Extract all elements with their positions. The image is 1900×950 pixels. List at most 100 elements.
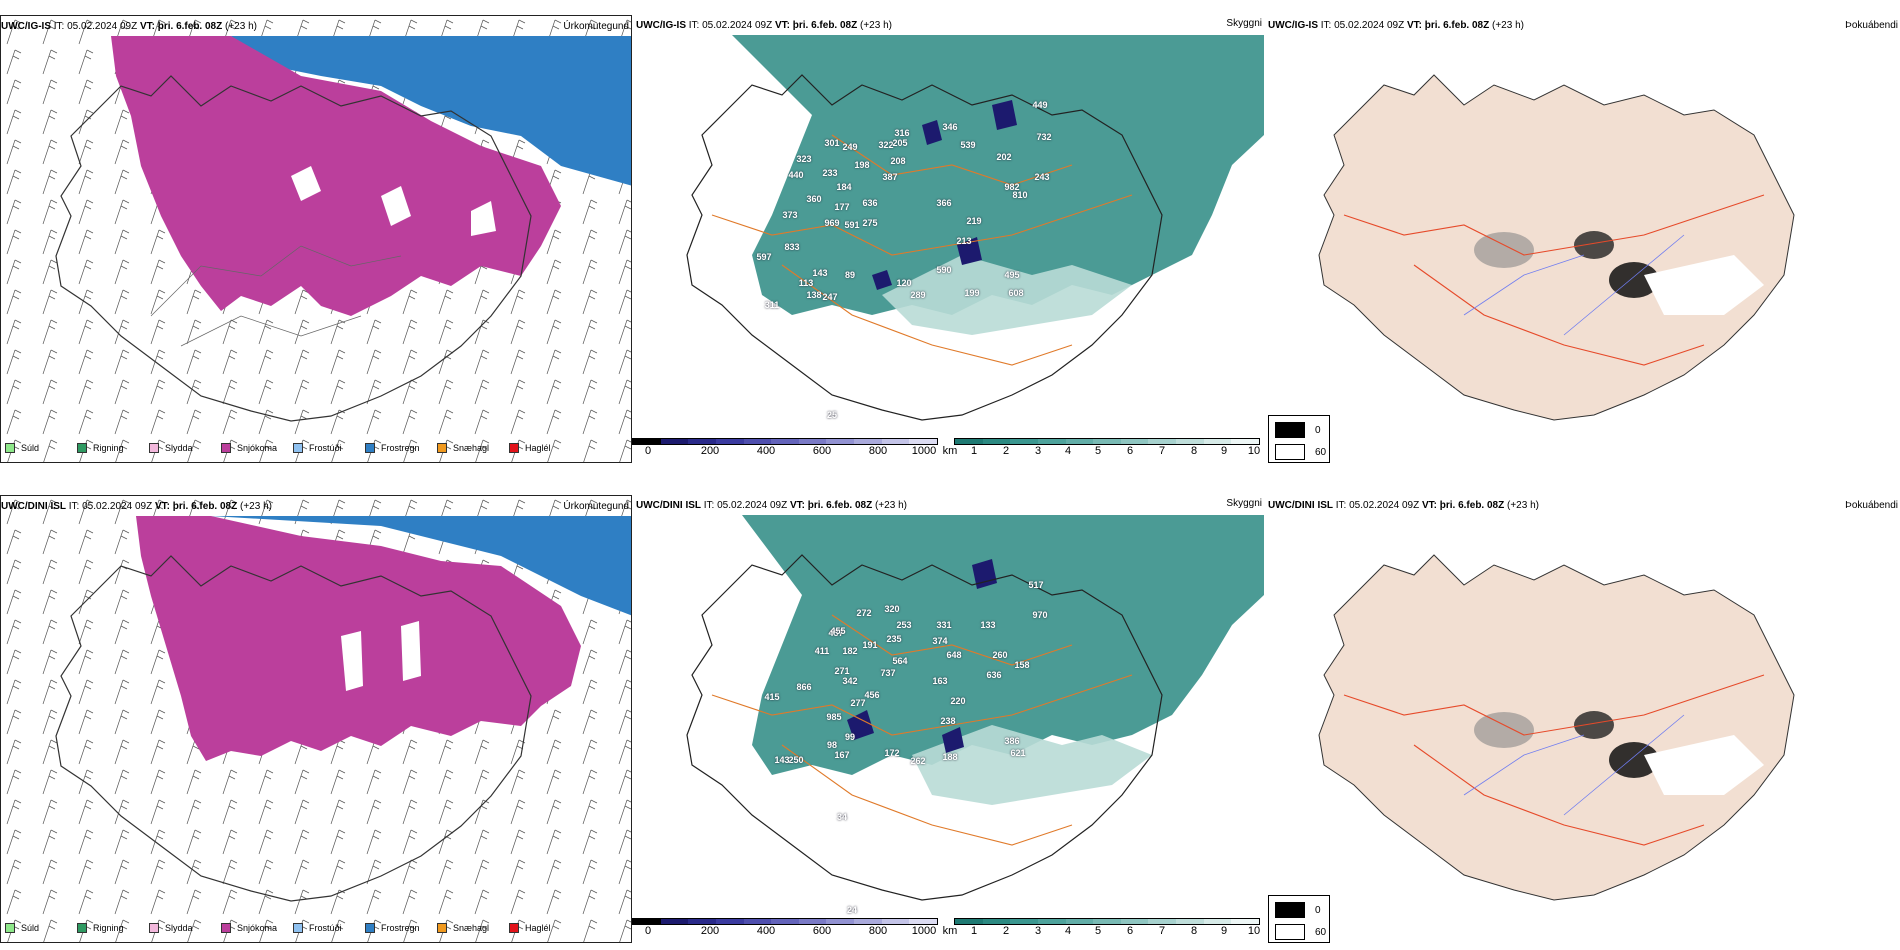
legend-swatch (437, 443, 447, 453)
elevation-label: 275 (862, 218, 878, 228)
visibility-colorbar: km 1 2 3 4 5 6 7 8 9 10 (942, 918, 1261, 937)
elevation-label: 411 (814, 646, 830, 656)
fog-legend-high: 60 (1275, 444, 1329, 460)
colorbar-strip (632, 438, 938, 445)
precip-legend: Súld Rigning Slydda Snjókoma Frostúði Fr… (5, 923, 581, 933)
legend-item: Súld (5, 443, 77, 453)
elevation-label: 985 (826, 712, 842, 722)
freezing-rain-area (211, 516, 631, 616)
rivers (1463, 714, 1685, 816)
elevation-label: 188 (942, 752, 958, 762)
elevation-label: 247 (822, 292, 838, 302)
iceland-outline (686, 74, 1163, 421)
roads (1343, 194, 1765, 366)
legend-swatch (149, 923, 159, 933)
elevation-label: 322 (878, 140, 894, 150)
elevation-label: 866 (796, 682, 812, 692)
elevation-colorbar: m 0 200 400 600 800 1000 (632, 438, 938, 457)
rivers (1463, 234, 1685, 336)
elevation-label: 621 (1010, 748, 1026, 758)
elevation-label: 440 (788, 170, 804, 180)
roads (711, 614, 1133, 846)
panel-title: UWC/DINI ISL IT: 05.02.2024 09Z VT: þri.… (1, 501, 272, 512)
visibility-map-1 (686, 35, 1264, 421)
precip-map-1 (1, 16, 631, 462)
elevation-label: 271 (834, 666, 850, 676)
elevation-label: 316 (894, 128, 910, 138)
visibility-panel-1: UWC/IG-IS IT: 05.02.2024 09Z VT: þri. 6.… (632, 15, 1264, 463)
elevation-label: 437 (828, 628, 844, 638)
panel-type-label: Úrkomutegund (563, 21, 629, 32)
elevation-label: 233 (822, 168, 838, 178)
fog-map-1 (1318, 74, 1795, 421)
elevation-label: 250 (788, 755, 804, 765)
legend-item: Súld (5, 923, 77, 933)
elevation-label: 346 (942, 122, 958, 132)
elevation-label: 220 (950, 696, 966, 706)
elevation-label: 163 (932, 676, 948, 686)
elevation-label: 177 (834, 202, 850, 212)
legend-swatch (365, 923, 375, 933)
elevation-label: 449 (1032, 100, 1048, 110)
colorbar-strip (954, 438, 1260, 445)
elevation-label: 320 (884, 604, 900, 614)
elevation-label: 89 (844, 270, 856, 280)
legend-item: Haglél (509, 443, 581, 453)
fog-map-2 (1318, 554, 1795, 901)
panel-title: UWC/DINI ISL IT: 05.02.2024 09Z VT: þri.… (636, 500, 907, 511)
elevation-label: 208 (890, 156, 906, 166)
elevation-label: 456 (864, 690, 880, 700)
elevation-label: 25 (826, 410, 838, 420)
panel-title: UWC/IG-IS IT: 05.02.2024 09Z VT: þri. 6.… (636, 20, 892, 31)
elevation-colorbar: m 0 200 400 600 800 1000 (632, 918, 938, 937)
elevation-label: 202 (996, 152, 1012, 162)
legend-swatch (509, 443, 519, 453)
elevation-label: 539 (960, 140, 976, 150)
panel-type-label: Úrkomutegund (563, 501, 629, 512)
panel-title: UWC/IG-IS IT: 05.02.2024 09Z VT: þri. 6.… (1268, 20, 1524, 31)
freezing-rain-area (231, 36, 631, 186)
colorbar-strip (954, 918, 1260, 925)
elevation-label: 970 (1032, 610, 1048, 620)
panel-type-label: Þokuábendi (1845, 20, 1898, 31)
elevation-label: 184 (836, 182, 852, 192)
elevation-label: 277 (850, 698, 866, 708)
elevation-label: 158 (1014, 660, 1030, 670)
elevation-label: 219 (966, 216, 982, 226)
precip-legend: Súld Rigning Slydda Snjókoma Frostúði Fr… (5, 443, 581, 453)
elevation-label: 143 (774, 755, 790, 765)
legend-swatch (77, 443, 87, 453)
elevation-label: 191 (862, 640, 878, 650)
fog-legend-low: 0 (1275, 902, 1329, 918)
elevation-label: 143 (812, 268, 828, 278)
elevation-label: 260 (992, 650, 1008, 660)
visibility-panel-2: UWC/DINI ISL IT: 05.02.2024 09Z VT: þri.… (632, 495, 1264, 943)
elevation-label: 810 (1012, 190, 1028, 200)
legend-item: Frostregn (365, 443, 437, 453)
legend-swatch (365, 443, 375, 453)
panel-type-label: Skyggni (1226, 18, 1262, 29)
elevation-label: 301 (824, 138, 840, 148)
legend-item: Snjókoma (221, 443, 293, 453)
elevation-label: 590 (936, 265, 952, 275)
colorbar-labels: km 1 2 3 4 5 6 7 8 9 10 (942, 925, 1261, 937)
panel-type-label: Skyggni (1226, 498, 1262, 509)
elevation-label: 342 (842, 676, 858, 686)
elevation-label: 969 (824, 218, 840, 228)
elevation-label: 833 (784, 242, 800, 252)
visibility-map-2 (686, 515, 1264, 901)
colorbar-strip (632, 918, 938, 925)
legend-swatch (5, 443, 15, 453)
elevation-label: 198 (854, 160, 870, 170)
panel-title: UWC/IG-IS IT: 05.02.2024 09Z VT: þri. 6.… (1, 21, 257, 32)
elevation-label: 238 (940, 716, 956, 726)
legend-swatch (437, 923, 447, 933)
elevation-label: 982 (1004, 182, 1020, 192)
legend-item: Snæhagl (437, 923, 509, 933)
elevation-label: 167 (834, 750, 850, 760)
elevation-label: 272 (856, 608, 872, 618)
elevation-label: 636 (862, 198, 878, 208)
elevation-label: 253 (896, 620, 912, 630)
legend-swatch (221, 923, 231, 933)
colorbar-labels: m 0 200 400 600 800 1000 (632, 925, 937, 937)
